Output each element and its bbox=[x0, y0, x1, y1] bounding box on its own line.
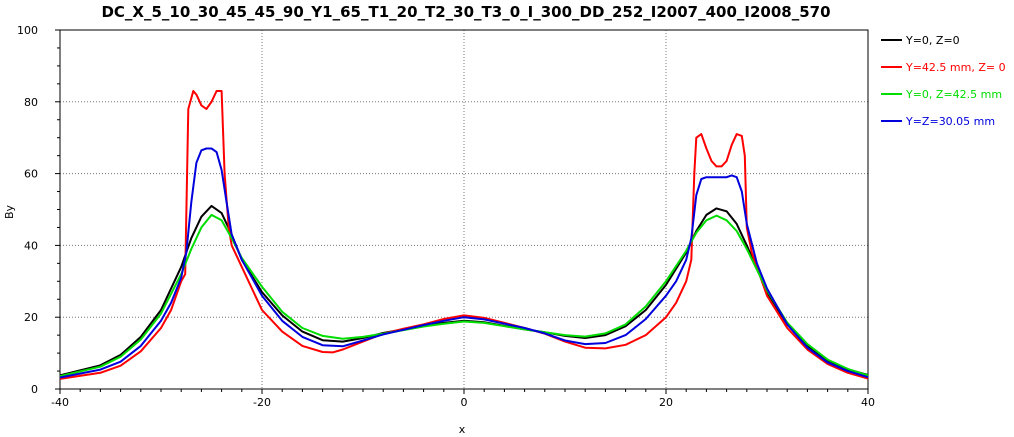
x-tick-label: 20 bbox=[659, 396, 673, 409]
y-tick-label: 80 bbox=[24, 96, 38, 109]
x-tick-label: 40 bbox=[861, 396, 875, 409]
series-line-2 bbox=[59, 90, 869, 380]
axis-ticks: -40 -20 0 20 40 0 20 40 60 80 100 bbox=[17, 24, 875, 409]
y-tick-label: 20 bbox=[24, 311, 38, 324]
y-tick-label: 100 bbox=[17, 24, 38, 37]
chart-title: DC_X_5_10_30_45_45_90_Y1_65_T1_20_T2_30_… bbox=[101, 3, 830, 21]
y-tick-label: 0 bbox=[31, 383, 38, 396]
x-tick-label: -20 bbox=[253, 396, 271, 409]
x-axis-label: x bbox=[459, 423, 466, 436]
y-axis-label: By bbox=[3, 204, 16, 219]
legend-label-3: Y=0, Z=42.5 mm bbox=[905, 88, 1002, 101]
legend-label-1: Y=0, Z=0 bbox=[905, 34, 960, 47]
legend-label-4: Y=Z=30.05 mm bbox=[905, 115, 995, 128]
y-tick-label: 60 bbox=[24, 168, 38, 181]
series-line-3 bbox=[59, 213, 869, 378]
x-tick-label: 0 bbox=[461, 396, 468, 409]
legend-label-2: Y=42.5 mm, Z= 0 bbox=[905, 61, 1006, 74]
y-tick-label: 40 bbox=[24, 239, 38, 252]
legend: Y=0, Z=0 Y=42.5 mm, Z= 0 Y=0, Z=42.5 mm Y=Z… bbox=[881, 34, 1006, 128]
series-line-4 bbox=[59, 147, 869, 379]
series-layer bbox=[59, 90, 869, 380]
x-tick-label: -40 bbox=[51, 396, 69, 409]
